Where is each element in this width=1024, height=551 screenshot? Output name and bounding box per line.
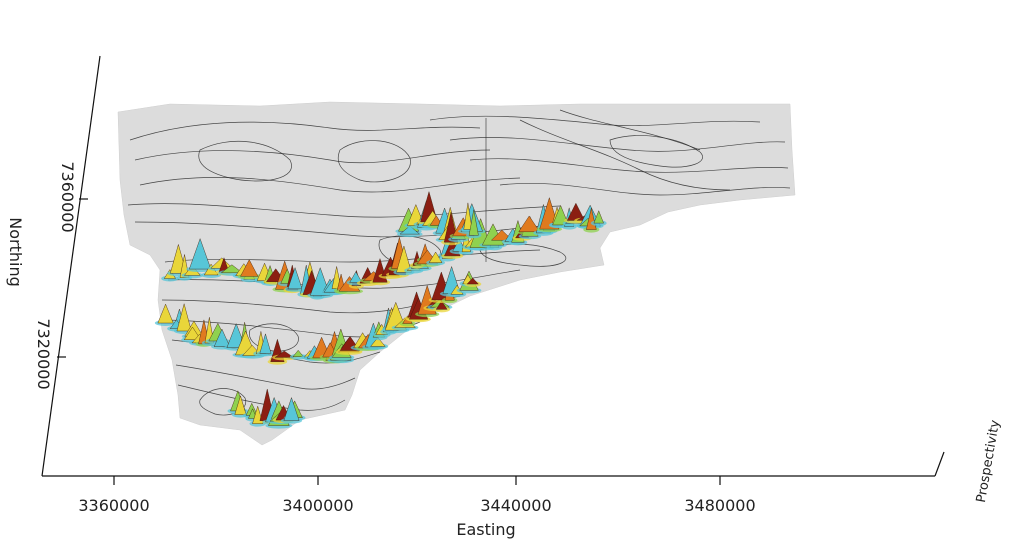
axes-frame (41, 55, 945, 485)
peak-125 (466, 277, 479, 285)
y-tick-label-7360000: 7360000 (58, 161, 77, 232)
peak-72 (157, 303, 174, 324)
z-axis-title: Prospectivity (974, 419, 1003, 504)
x-tick-label-3400000: 3400000 (282, 496, 353, 515)
x-tick-label-3360000: 3360000 (78, 496, 149, 515)
peak-4 (189, 238, 212, 270)
y-axis-line (41, 55, 101, 477)
x-axis-title: Easting (456, 520, 515, 539)
prospectivity-peaks (154, 190, 607, 429)
peak-143 (468, 209, 479, 236)
peak-11 (240, 259, 259, 277)
peak-18 (287, 267, 303, 290)
x-tick-label-3440000: 3440000 (480, 496, 551, 515)
peak-43 (428, 251, 443, 263)
peak-155 (283, 396, 300, 421)
z-axis-line (934, 451, 945, 477)
y-axis-title: Northing (6, 217, 25, 287)
y-tick-label-7320000: 7320000 (34, 318, 53, 389)
peak-88 (259, 333, 272, 354)
peak-71 (593, 210, 604, 224)
x-tick-label-3480000: 3480000 (684, 496, 755, 515)
